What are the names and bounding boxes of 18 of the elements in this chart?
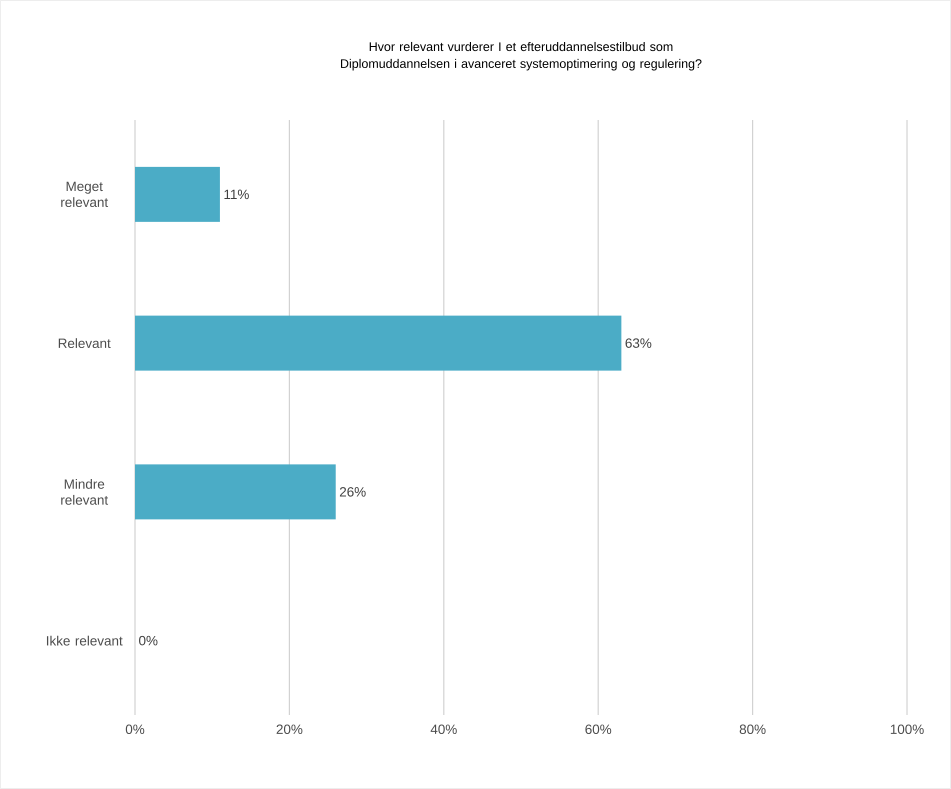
y-tick-label: Mindre relevant <box>61 478 108 505</box>
x-tick-label: 100% <box>890 724 924 734</box>
y-tick-label: Ikke relevant <box>46 636 123 646</box>
x-tick-label: 40% <box>430 724 457 734</box>
y-tick-label: Relevant <box>58 338 111 348</box>
chart-title: Hvor relevant vurderer I et efteruddannelsestilbud som Diplomuddannelsen i avanceret systemoptimering og regulering? <box>341 42 702 70</box>
data-label: 26% <box>340 487 366 497</box>
bar <box>135 316 622 371</box>
bar <box>135 166 220 222</box>
data-label: 63% <box>626 338 652 348</box>
x-tick-label: 80% <box>740 724 766 734</box>
x-tick-label: 60% <box>585 724 612 734</box>
bar <box>135 464 336 520</box>
x-tick-label: 20% <box>276 724 302 734</box>
data-label: 11% <box>224 190 249 200</box>
y-tick-label: Meget relevant <box>61 182 108 208</box>
data-label: 0% <box>139 636 158 646</box>
x-tick-label: 0% <box>126 724 144 734</box>
